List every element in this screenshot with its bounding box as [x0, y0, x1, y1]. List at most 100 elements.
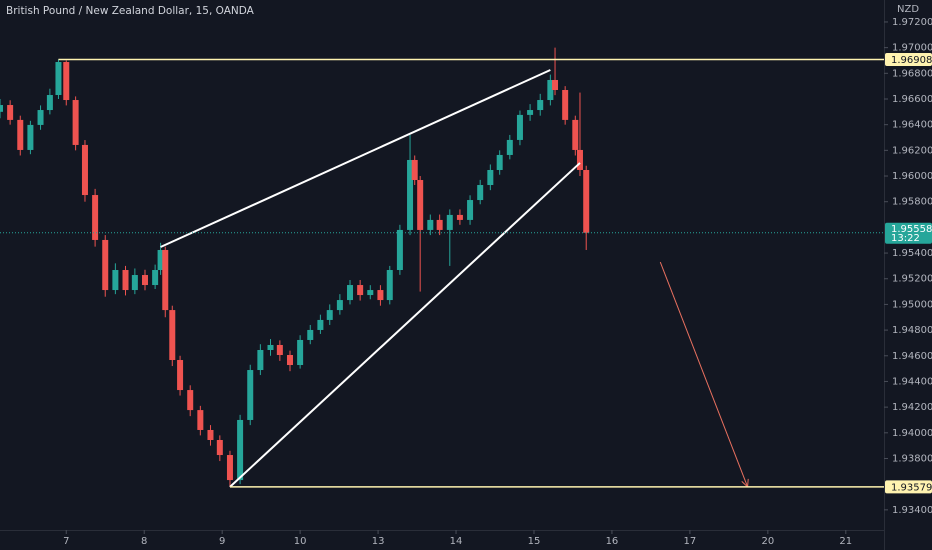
- candle-body: [487, 169, 494, 186]
- y-tick-label: 1.97200: [892, 17, 932, 28]
- x-tick-label: 14: [450, 536, 463, 547]
- candle-body: [417, 180, 424, 230]
- candle-body: [367, 290, 374, 296]
- y-tick-label: 1.96200: [892, 145, 932, 156]
- candle-body: [496, 154, 503, 170]
- candle-body: [506, 139, 513, 155]
- candle-body: [169, 310, 176, 361]
- candle-body: [377, 290, 384, 301]
- level-tag: [885, 480, 932, 494]
- candle-body: [537, 100, 544, 111]
- candle-body: [427, 219, 434, 230]
- candle-body: [527, 110, 534, 115]
- candle-body: [407, 159, 414, 230]
- candle-body: [72, 100, 79, 145]
- candle-body: [336, 300, 343, 311]
- y-tick-label: 1.95400: [892, 248, 932, 259]
- candle-body: [122, 270, 129, 291]
- x-tick-label: 17: [684, 536, 697, 547]
- candle-body: [37, 110, 44, 125]
- candle-body: [267, 344, 274, 350]
- candle-body: [576, 149, 583, 170]
- candle-body: [197, 410, 204, 430]
- x-tick-label: 16: [606, 536, 619, 547]
- candle-body: [7, 105, 14, 120]
- candle-body: [81, 144, 88, 196]
- trend-line: [160, 69, 551, 248]
- candle-body: [152, 270, 159, 286]
- y-tick-label: 1.94000: [892, 428, 932, 439]
- candle-body: [247, 370, 254, 420]
- x-tick-label: 13: [372, 536, 385, 547]
- candle-body: [131, 275, 138, 291]
- candle-body: [477, 185, 484, 201]
- candle-body: [257, 349, 264, 371]
- candle-body: [583, 169, 590, 233]
- candle-body: [0, 105, 3, 112]
- candle-body: [516, 114, 523, 140]
- trend-line: [229, 162, 581, 488]
- x-tick-label: 9: [219, 536, 225, 547]
- y-tick-label: 1.96000: [892, 171, 932, 182]
- last-price-tag: [885, 222, 932, 244]
- y-tick-label: 1.96800: [892, 68, 932, 79]
- last-price-label: 1.95558: [891, 224, 932, 235]
- y-tick-label: 1.95200: [892, 274, 932, 285]
- y-tick-label: 1.94200: [892, 402, 932, 413]
- candle-body: [141, 275, 148, 286]
- candle-body: [276, 344, 283, 356]
- candle-body: [112, 270, 119, 291]
- candle-body: [162, 249, 169, 311]
- candle-body: [226, 455, 233, 481]
- level-tag: [885, 52, 932, 66]
- candle-body: [63, 62, 70, 101]
- x-tick-label: 20: [761, 536, 774, 547]
- candle-body: [207, 429, 214, 440]
- candle-body: [326, 310, 333, 320]
- candle-body: [411, 159, 418, 181]
- candle-body: [456, 214, 463, 220]
- candle-body: [237, 419, 244, 481]
- candle-body: [307, 329, 314, 340]
- x-tick-label: 10: [294, 536, 307, 547]
- candle-body: [102, 239, 109, 291]
- candle-body: [177, 360, 184, 391]
- y-tick-label: 1.97000: [892, 43, 932, 54]
- candle-body: [446, 214, 453, 230]
- chart-title: British Pound / New Zealand Dollar, 15, …: [6, 5, 255, 17]
- y-tick-label: 1.94400: [892, 376, 932, 387]
- currency-label: NZD: [897, 4, 919, 15]
- y-tick-label: 1.94800: [892, 325, 932, 336]
- y-tick-label: 1.93800: [892, 453, 932, 464]
- candle-body: [286, 355, 293, 366]
- candle-body: [55, 62, 62, 96]
- candle-body: [27, 124, 34, 150]
- candle-body: [572, 119, 579, 150]
- level-label: 1.93579: [891, 482, 932, 493]
- candle-body: [157, 249, 164, 271]
- candle-body: [216, 439, 223, 456]
- arrow-line: [659, 261, 749, 488]
- candle-body: [547, 79, 554, 101]
- y-tick-label: 1.95800: [892, 197, 932, 208]
- x-tick-label: 15: [528, 536, 541, 547]
- candle-body: [297, 339, 304, 366]
- candle-body: [347, 285, 354, 301]
- candle-body: [357, 285, 364, 296]
- candle-body: [436, 219, 443, 230]
- y-tick-label: 1.94600: [892, 351, 932, 362]
- candle-body: [317, 319, 324, 330]
- candle-body: [396, 229, 403, 271]
- y-tick-label: 1.96600: [892, 94, 932, 105]
- y-tick-label: 1.95000: [892, 299, 932, 310]
- y-tick-label: 1.93400: [892, 505, 932, 516]
- candle-body: [17, 119, 24, 150]
- x-tick-label: 8: [141, 536, 147, 547]
- level-label: 1.96908: [891, 55, 932, 66]
- candle-body: [46, 95, 53, 111]
- candle-body: [562, 90, 569, 120]
- y-tick-label: 1.96400: [892, 120, 932, 131]
